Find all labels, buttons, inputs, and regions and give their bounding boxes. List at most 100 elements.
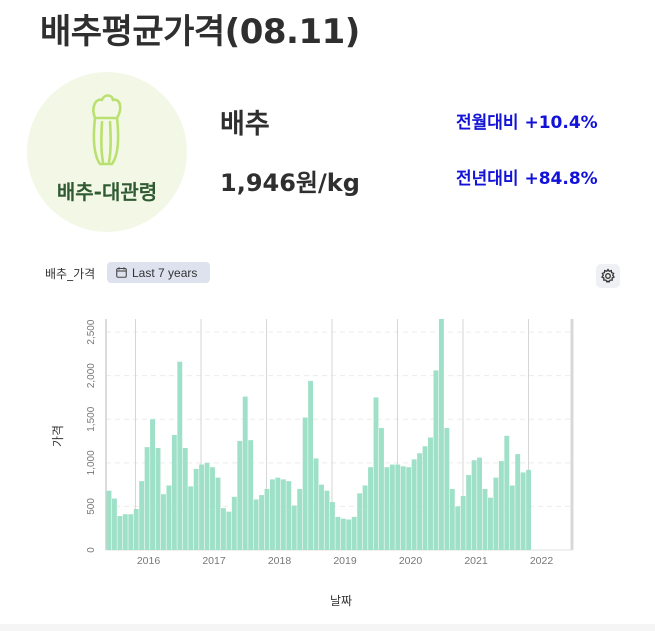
chart-bar xyxy=(319,484,324,550)
chart-bar xyxy=(368,467,373,550)
chart-bar xyxy=(286,481,292,550)
chart-bar xyxy=(335,516,341,550)
chart-bar xyxy=(139,481,145,550)
yearly-change: 전년대비 +84.8% xyxy=(456,169,598,189)
chart-bar xyxy=(482,488,488,550)
cabbage-icon xyxy=(92,94,122,166)
chart-bar xyxy=(270,479,275,550)
chart-bar xyxy=(504,435,510,550)
chart-bar xyxy=(128,514,134,550)
chart-bar xyxy=(466,475,472,550)
chart-bar xyxy=(411,459,417,550)
chart-bar xyxy=(177,361,183,550)
chart-bar xyxy=(493,477,499,550)
chart-bar xyxy=(280,479,286,550)
chart-bar xyxy=(220,508,226,550)
chart-bar xyxy=(351,516,357,550)
chart-bar xyxy=(237,441,243,550)
chart-bar xyxy=(471,460,477,550)
chart-bar xyxy=(313,458,319,550)
chart-bar xyxy=(449,488,455,550)
y-tick-label: 0 xyxy=(86,547,97,553)
x-tick-label: 2017 xyxy=(202,555,226,567)
chart-bar xyxy=(428,437,433,550)
chart-bar xyxy=(460,495,466,550)
y-axis-title: 가격 xyxy=(51,425,65,447)
chart-bar xyxy=(242,396,248,550)
chart-bar xyxy=(199,464,205,550)
chart-bar xyxy=(117,516,123,550)
chart-title: 배추_가격 xyxy=(45,267,96,281)
chart-bar xyxy=(526,469,532,550)
chart-bar xyxy=(155,448,161,550)
chart-bar xyxy=(438,319,444,550)
chart-bar xyxy=(379,427,384,550)
chart-bar xyxy=(122,514,128,550)
chart-bar xyxy=(498,461,504,550)
chart-bar xyxy=(373,397,379,550)
chart-settings-button[interactable] xyxy=(596,264,620,288)
chart-bar xyxy=(509,485,515,550)
x-tick-label: 2020 xyxy=(399,555,423,567)
chart-bar xyxy=(346,519,352,550)
chart-bar xyxy=(357,493,363,550)
chart-bar xyxy=(204,462,210,550)
chart-bar xyxy=(444,427,450,550)
chart-bar xyxy=(188,486,194,550)
chart-bar xyxy=(455,506,461,550)
chart-bar xyxy=(400,466,406,550)
product-name: 배추 xyxy=(220,109,270,140)
date-range-label: Last 7 years xyxy=(132,265,198,280)
chart-bar xyxy=(264,488,270,550)
chart-bar xyxy=(515,454,521,550)
bottom-band xyxy=(0,624,655,631)
chart-bar xyxy=(111,498,117,550)
calendar-icon xyxy=(116,267,127,278)
chart-bar xyxy=(226,511,232,550)
chart-bar xyxy=(171,434,177,550)
y-tick-label: 1,000 xyxy=(86,450,97,475)
chart-bar xyxy=(150,419,155,550)
chart-bar xyxy=(324,490,330,550)
x-tick-label: 2019 xyxy=(333,555,357,567)
chart-bar xyxy=(259,495,264,550)
chart-bar xyxy=(144,447,150,550)
date-range-button[interactable]: Last 7 years xyxy=(107,262,210,283)
chart-bar xyxy=(275,477,281,550)
chart-bar xyxy=(384,467,390,550)
chart-bar xyxy=(520,472,526,550)
chart-bar xyxy=(210,467,215,550)
chart-bar xyxy=(395,464,401,550)
chart-bar xyxy=(329,502,335,550)
chart-bar xyxy=(417,453,423,550)
chart-bar xyxy=(161,494,166,550)
y-tick-label: 500 xyxy=(86,498,97,515)
chart-bar xyxy=(133,509,139,550)
product-badge: 배추-대관령 xyxy=(27,72,187,232)
x-axis-title: 날짜 xyxy=(330,594,352,608)
x-tick-label: 2016 xyxy=(137,555,161,567)
chart-bar xyxy=(166,485,172,550)
chart-bar xyxy=(433,370,439,550)
gear-icon xyxy=(601,268,615,284)
chart-bar xyxy=(193,468,199,550)
chart-bar xyxy=(422,446,428,550)
chart-bar xyxy=(340,518,346,550)
page-title: 배추평균가격(08.11) xyxy=(40,12,360,52)
chart-bar xyxy=(477,457,482,550)
chart-bar xyxy=(297,488,303,550)
chart-bar xyxy=(106,490,112,550)
chart-bar xyxy=(253,499,259,550)
product-price: 1,946원/kg xyxy=(220,169,360,197)
chart-bar xyxy=(248,440,254,550)
chart-bar xyxy=(302,417,308,550)
monthly-change: 전월대비 +10.4% xyxy=(456,113,598,133)
y-tick-label: 2,500 xyxy=(86,319,97,344)
chart-bar xyxy=(215,477,221,550)
chart-bar xyxy=(488,497,493,550)
x-tick-label: 2022 xyxy=(530,555,554,567)
chart-bar xyxy=(291,505,297,550)
x-tick-label: 2018 xyxy=(268,555,292,567)
chart-bar xyxy=(406,467,412,550)
